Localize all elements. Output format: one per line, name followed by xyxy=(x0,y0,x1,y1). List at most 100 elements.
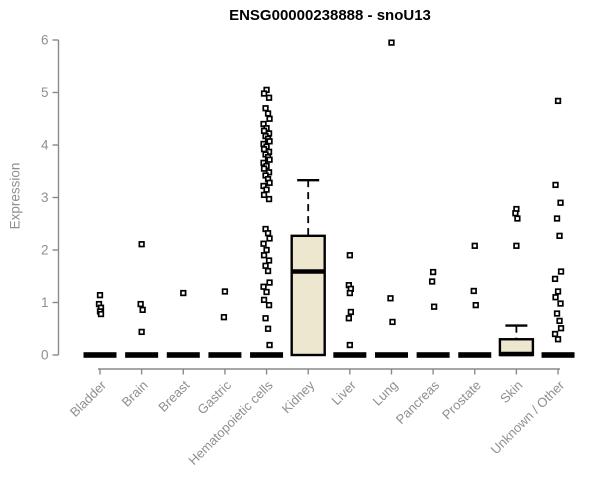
data-point xyxy=(262,262,269,269)
x-tick-label: Gastric xyxy=(194,377,234,417)
data-point xyxy=(429,268,437,276)
y-tick-label: 6 xyxy=(41,33,49,48)
data-point xyxy=(554,288,562,295)
data-point xyxy=(266,179,273,186)
data-point xyxy=(557,199,564,206)
boxplot-collapsed xyxy=(208,352,242,358)
data-point xyxy=(260,127,268,134)
data-point xyxy=(428,278,436,285)
data-point xyxy=(265,257,273,264)
data-point xyxy=(266,279,273,286)
data-point xyxy=(264,325,272,332)
data-point xyxy=(557,300,564,307)
data-point xyxy=(264,230,272,237)
x-tick-label: Pancreas xyxy=(393,377,443,427)
data-point xyxy=(263,288,270,296)
chart-title: ENSG00000238888 - snoU13 xyxy=(229,7,431,24)
data-point xyxy=(554,336,562,343)
data-point xyxy=(220,314,228,321)
data-point xyxy=(264,267,272,275)
data-point xyxy=(346,289,353,297)
data-point xyxy=(389,318,396,326)
boxplot-collapsed xyxy=(166,352,200,358)
data-point xyxy=(266,235,273,242)
data-point xyxy=(180,289,187,297)
x-tick-label: Liver xyxy=(328,377,359,408)
y-tick-label: 5 xyxy=(41,85,49,100)
data-point xyxy=(557,325,565,332)
data-point xyxy=(264,110,272,117)
data-point xyxy=(266,341,273,349)
data-point xyxy=(471,242,478,249)
x-tick-label: Breast xyxy=(155,377,192,414)
data-point xyxy=(266,138,273,145)
data-point xyxy=(137,300,144,308)
data-point xyxy=(260,146,268,153)
data-point xyxy=(266,115,273,122)
boxplot-collapsed xyxy=(83,352,117,358)
x-tick-label: Unknown / Other xyxy=(488,377,568,457)
data-point xyxy=(263,186,270,193)
data-point xyxy=(260,90,268,97)
boxplot-collapsed xyxy=(125,352,159,358)
data-point xyxy=(553,310,561,317)
data-point xyxy=(260,283,267,290)
boxplot-collapsed xyxy=(541,352,575,358)
data-point xyxy=(513,242,520,249)
boxplot-collapsed xyxy=(250,352,284,358)
data-point xyxy=(262,315,269,322)
data-point xyxy=(138,241,145,248)
data-point xyxy=(556,317,563,325)
y-tick-label: 4 xyxy=(41,138,49,153)
data-point xyxy=(551,330,559,338)
data-point xyxy=(346,341,353,349)
data-point xyxy=(260,165,268,172)
data-point xyxy=(345,315,352,322)
data-point xyxy=(260,240,267,247)
boxplot-collapsed xyxy=(458,352,492,358)
data-point xyxy=(387,295,394,302)
y-tick-label: 3 xyxy=(41,190,49,205)
data-point xyxy=(97,310,105,318)
x-tick-label: Lung xyxy=(370,378,401,409)
x-tick-label: Prostate xyxy=(439,378,484,423)
data-point xyxy=(265,94,273,101)
data-point xyxy=(388,39,395,46)
data-point xyxy=(265,301,273,309)
boxplot-collapsed xyxy=(416,352,450,358)
data-point xyxy=(470,287,477,295)
data-point xyxy=(553,215,561,222)
data-point xyxy=(472,301,479,309)
data-point xyxy=(221,288,229,295)
data-point xyxy=(557,268,565,275)
x-tick-label: Brain xyxy=(119,378,151,410)
y-tick-label: 1 xyxy=(41,295,49,310)
data-point xyxy=(265,195,273,203)
data-point xyxy=(263,246,270,254)
boxplot-collapsed xyxy=(374,352,408,358)
y-tick-label: 2 xyxy=(41,243,49,258)
x-tick-label: Skin xyxy=(497,378,525,406)
boxplot-box xyxy=(290,234,326,357)
data-point xyxy=(554,97,562,105)
data-point xyxy=(556,232,563,239)
x-tick-label: Kidney xyxy=(279,377,318,416)
data-point xyxy=(260,296,268,304)
x-tick-label: Bladder xyxy=(67,377,110,420)
data-point xyxy=(346,252,353,259)
data-point xyxy=(512,210,519,217)
boxplot-collapsed xyxy=(333,352,367,358)
data-point xyxy=(139,306,146,313)
data-point xyxy=(430,303,438,310)
data-point xyxy=(138,328,145,336)
data-point xyxy=(260,252,268,259)
data-point xyxy=(260,191,268,199)
y-tick-label: 0 xyxy=(41,348,49,363)
data-point xyxy=(552,294,559,301)
data-point xyxy=(514,215,521,222)
data-point xyxy=(266,156,273,163)
data-point xyxy=(262,105,269,112)
data-point xyxy=(552,181,559,189)
